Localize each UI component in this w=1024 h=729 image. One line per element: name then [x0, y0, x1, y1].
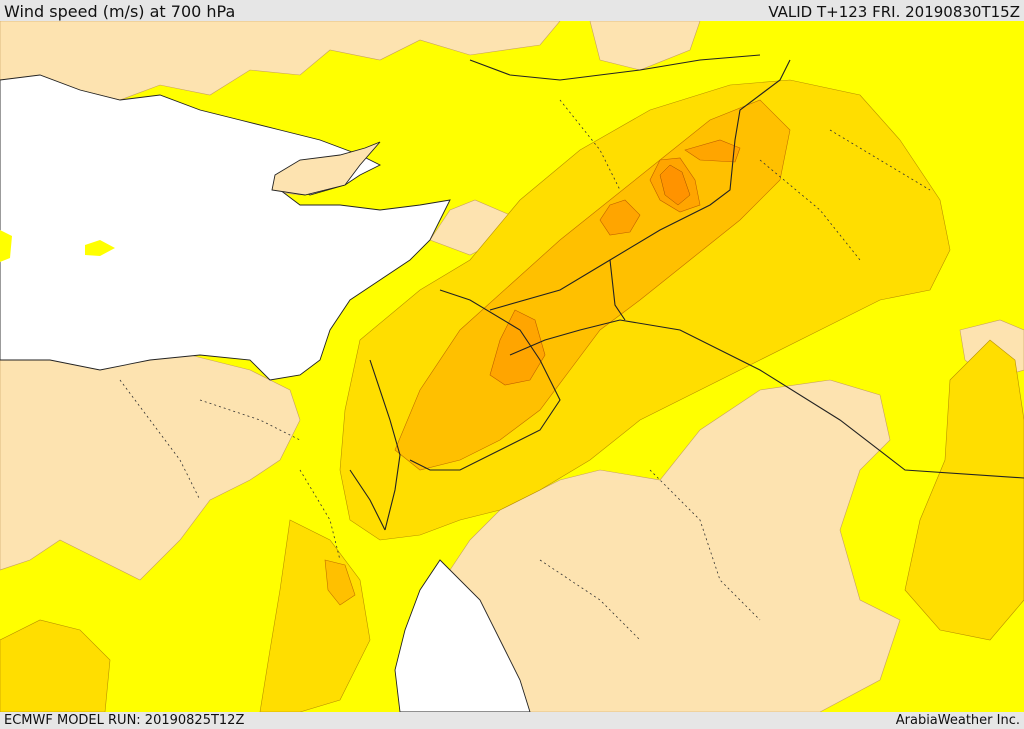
border-israel: [369, 359, 401, 531]
wind-band-5: [659, 164, 691, 206]
border-jordan-east: [409, 289, 561, 471]
wind-speed-map[interactable]: [0, 21, 1024, 712]
border-egypt-israel: [349, 469, 386, 531]
band4-jordan: [489, 309, 546, 386]
yellow-patch-west: [0, 230, 12, 262]
admin-boundaries: [119, 99, 931, 641]
band4-iraq-north: [684, 139, 741, 163]
wind-band-4: [489, 139, 741, 386]
band5-core: [659, 164, 691, 206]
cyprus-land: [271, 141, 381, 196]
yellow-island: [85, 240, 115, 256]
border-saudi-iraq: [609, 259, 626, 321]
valid-time: VALID T+123 FRI. 20190830T15Z: [768, 3, 1020, 21]
header-bar: Wind speed (m/s) at 700 hPa VALID T+123 …: [0, 0, 1024, 21]
band2-southwest: [0, 619, 111, 712]
map-title: Wind speed (m/s) at 700 hPa: [4, 2, 236, 21]
country-borders: [349, 54, 1024, 531]
red-sea: [394, 559, 531, 712]
footer-bar: ECMWF MODEL RUN: 20190825T12Z ArabiaWeat…: [0, 712, 1024, 729]
band4-syria: [599, 199, 641, 236]
model-run: ECMWF MODEL RUN: 20190825T12Z: [4, 713, 245, 728]
sea-areas: [0, 74, 531, 712]
credit: ArabiaWeather Inc.: [895, 713, 1020, 728]
band2-east: [904, 339, 1024, 641]
low-wind-north-east: [589, 21, 701, 71]
low-wind-egypt: [0, 349, 301, 581]
mediterranean-sea: [0, 74, 451, 381]
border-turkey-syria: [469, 54, 761, 81]
border-jordan-saudi: [509, 319, 1024, 479]
border-syria-iraq: [489, 59, 791, 311]
band3-sinai: [324, 559, 356, 606]
